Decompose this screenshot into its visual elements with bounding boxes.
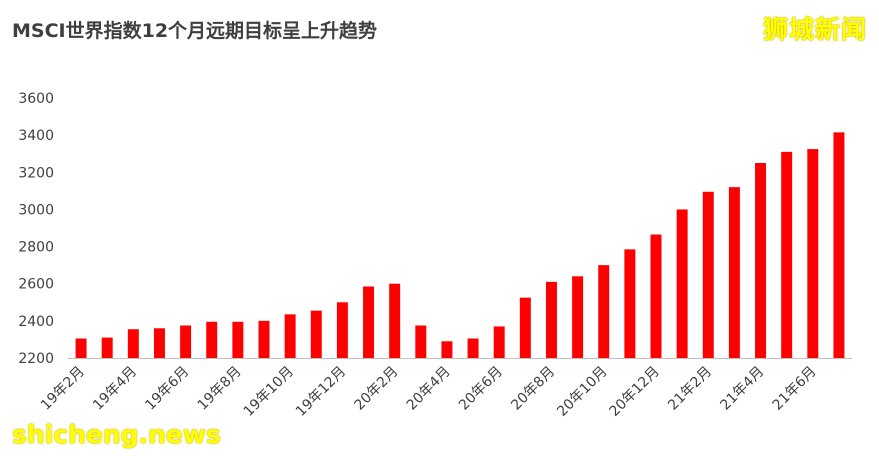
bar [676,209,688,358]
x-tick-label: 20年4月 [404,364,454,414]
x-tick-label: 19年2月 [38,364,88,414]
bar [807,149,819,358]
x-tick-label: 19年6月 [142,364,192,414]
bar [755,163,767,358]
y-tick-label: 2800 [18,240,54,256]
y-tick-label: 2600 [18,277,54,293]
y-axis: 2200 2400 2600 2800 3000 3200 3400 3600 [18,91,54,367]
bar [336,302,348,358]
y-tick-label: 3200 [18,165,54,181]
bar [389,283,401,358]
bar [598,265,610,358]
bar [702,191,714,358]
bar [75,338,87,358]
bar [519,297,531,358]
x-tick-label: 20年8月 [508,364,558,414]
bar [493,326,505,358]
x-tick-label: 20年12月 [607,364,663,420]
y-tick-label: 3000 [18,202,54,218]
x-tick-label: 21年4月 [717,364,767,414]
bar [284,314,296,358]
x-tick-label: 19年8月 [195,364,245,414]
bar [153,328,165,358]
bar [258,320,270,358]
bar [415,325,427,358]
bar [441,341,453,358]
bar [310,310,322,358]
x-tick-label: 19年10月 [241,364,297,420]
chart-title: MSCI世界指数12个月远期目标呈上升趋势 [12,20,378,42]
y-tick-label: 2400 [18,314,54,330]
bar [467,338,479,358]
watermark: shicheng.news [12,420,221,449]
y-tick-label: 3600 [18,91,54,107]
x-tick-label: 20年10月 [554,364,610,420]
x-tick-label: 19年4月 [90,364,140,414]
x-tick-label: 21年6月 [770,364,820,414]
bar [833,132,845,358]
bar [101,337,113,358]
x-tick-label: 20年2月 [351,364,401,414]
bar [180,325,192,358]
y-tick-label: 3400 [18,128,54,144]
bar [127,329,139,358]
bar [572,276,584,358]
bar-series [75,132,845,358]
bar [545,281,557,358]
bar [781,151,793,358]
x-tick-label: 21年2月 [665,364,715,414]
bar [650,234,662,358]
x-tick-label: 19年12月 [293,364,349,420]
bar [363,286,375,358]
bar [728,187,740,358]
x-tick-label: 20年6月 [456,364,506,414]
y-tick-label: 2200 [18,351,54,367]
bar [232,321,244,358]
logo: 狮城新闻 [762,15,867,44]
bar [624,249,636,358]
bar [206,321,218,358]
